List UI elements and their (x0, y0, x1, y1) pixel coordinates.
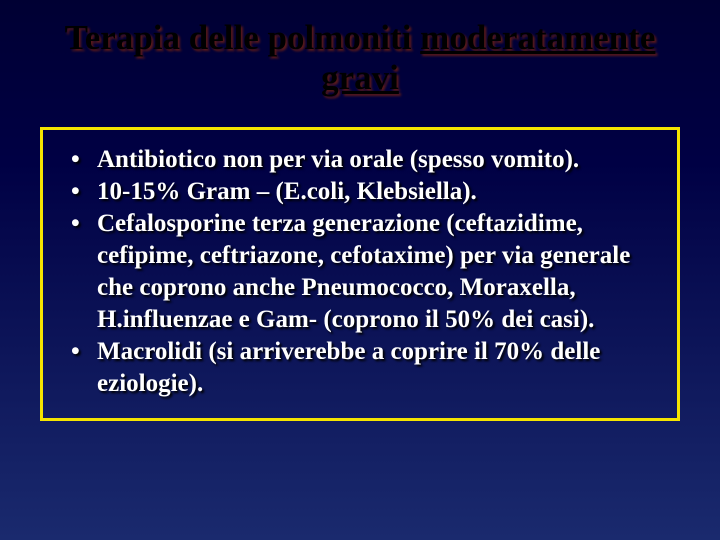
list-item: Antibiotico non per via orale (spesso vo… (63, 144, 657, 176)
bullet-list: Antibiotico non per via orale (spesso vo… (63, 144, 657, 400)
slide-title: Terapia delle polmoniti moderatamente gr… (32, 18, 688, 99)
title-prefix: Terapia delle polmoniti (65, 18, 421, 57)
content-box: Antibiotico non per via orale (spesso vo… (40, 127, 680, 421)
list-item: Macrolidi (si arriverebbe a coprire il 7… (63, 336, 657, 400)
slide: Terapia delle polmoniti moderatamente gr… (0, 0, 720, 540)
list-item: 10-15% Gram – (E.coli, Klebsiella). (63, 176, 657, 208)
list-item: Cefalosporine terza generazione (ceftazi… (63, 208, 657, 336)
